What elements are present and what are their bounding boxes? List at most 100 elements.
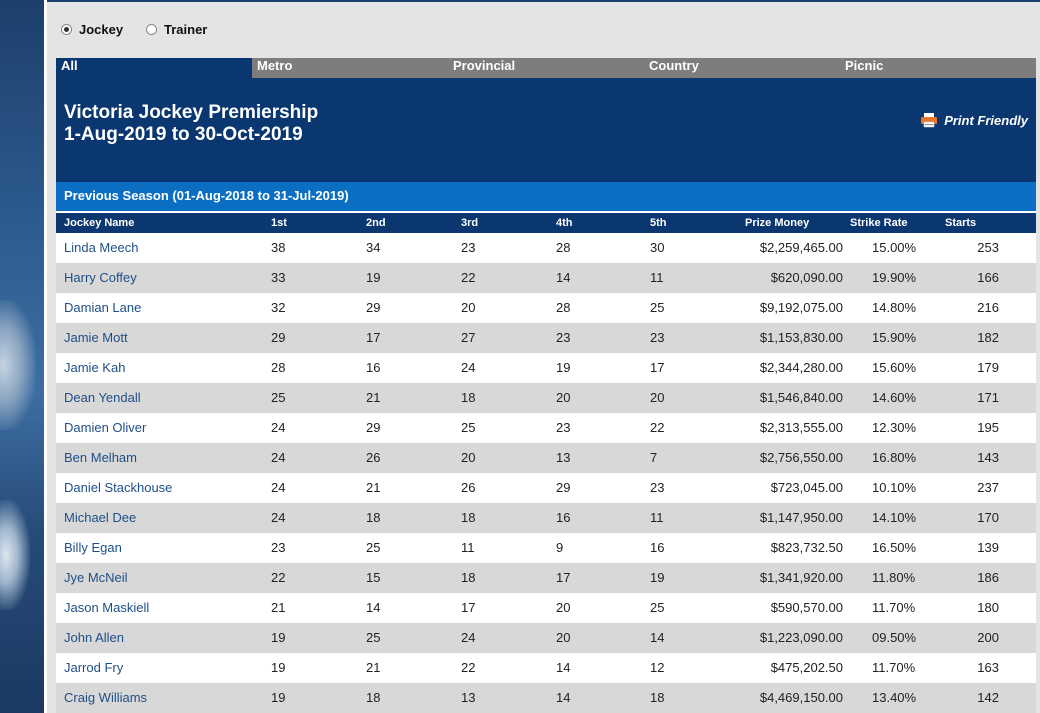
cell-strike-rate: 12.30%: [872, 420, 917, 435]
cell-5th: 25: [650, 600, 665, 615]
tab-picnic[interactable]: Picnic: [840, 58, 1036, 78]
cell-4th: 9: [556, 540, 564, 555]
cell-3rd: 20: [461, 450, 476, 465]
cell-prize-money: $823,732.50: [770, 540, 843, 555]
col-5th[interactable]: 5th: [650, 217, 667, 229]
col-strike-rate[interactable]: Strike Rate: [850, 217, 908, 229]
cell-4th: 20: [556, 390, 571, 405]
cell-2nd: 14: [366, 600, 381, 615]
cell-1st: 28: [271, 360, 286, 375]
table-row: John Allen 19 25 24 20 14 $1,223,090.00 09.50% 2…: [56, 623, 1036, 653]
jockey-name-link[interactable]: Jamie Kah: [64, 360, 126, 375]
jockey-name-link[interactable]: Jarrod Fry: [64, 660, 124, 675]
cell-starts: 237: [977, 480, 999, 495]
col-1st[interactable]: 1st: [271, 217, 287, 229]
table-row: Damian Lane 32 29 20 28 25 $9,192,075.00 14.80%…: [56, 293, 1036, 323]
jockey-name-link[interactable]: Harry Coffey: [64, 270, 137, 285]
cell-1st: 38: [271, 240, 286, 255]
horse-silhouette: [0, 500, 30, 610]
cell-prize-money: $2,756,550.00: [759, 450, 843, 465]
cell-prize-money: $9,192,075.00: [759, 300, 843, 315]
cell-2nd: 34: [366, 240, 381, 255]
cell-2nd: 21: [366, 390, 381, 405]
cell-2nd: 25: [366, 540, 381, 555]
jockey-name-link[interactable]: Daniel Stackhouse: [64, 480, 173, 495]
col-prize-money[interactable]: Prize Money: [745, 217, 810, 229]
radio-selected-icon[interactable]: [61, 24, 72, 35]
tab-all[interactable]: All: [56, 58, 252, 78]
jockey-name-link[interactable]: Ben Melham: [64, 450, 137, 465]
cell-1st: 23: [271, 540, 286, 555]
trainer-radio[interactable]: Trainer: [146, 22, 207, 37]
table-row: Daniel Stackhouse 24 21 26 29 23 $723,045.00 10…: [56, 473, 1036, 503]
cell-strike-rate: 11.70%: [872, 660, 916, 675]
cell-prize-money: $723,045.00: [770, 480, 843, 495]
cell-1st: 24: [271, 420, 286, 435]
cell-4th: 23: [556, 420, 571, 435]
col-2nd[interactable]: 2nd: [366, 217, 386, 229]
cell-starts: 195: [977, 420, 999, 435]
jockey-name-link[interactable]: Dean Yendall: [64, 390, 141, 405]
cell-prize-money: $590,570.00: [770, 600, 843, 615]
col-4th[interactable]: 4th: [556, 217, 573, 229]
table-row: Harry Coffey 33 19 22 14 11 $620,090.00 19.90% 1…: [56, 263, 1036, 293]
jockey-name-link[interactable]: Craig Williams: [64, 690, 148, 705]
table-row: Jye McNeil 22 15 18 17 19 $1,341,920.00 11.80% 1…: [56, 563, 1036, 593]
cell-starts: 182: [977, 330, 999, 345]
cell-5th: 22: [650, 420, 665, 435]
cell-3rd: 18: [461, 510, 476, 525]
table-row: Jamie Kah 28 16 24 19 17 $2,344,280.00 15.60% 17…: [56, 353, 1036, 383]
cell-5th: 23: [650, 480, 665, 495]
cell-2nd: 19: [366, 270, 381, 285]
cell-starts: 216: [977, 300, 999, 315]
cell-1st: 24: [271, 510, 286, 525]
cell-strike-rate: 19.90%: [872, 270, 917, 285]
tab-metro[interactable]: Metro: [252, 58, 448, 78]
table-row: Jamie Mott 29 17 27 23 23 $1,153,830.00 15.90% 1…: [56, 323, 1036, 353]
cell-4th: 29: [556, 480, 571, 495]
cell-5th: 12: [650, 660, 665, 675]
cell-prize-money: $1,147,950.00: [759, 510, 843, 525]
cell-prize-money: $1,341,920.00: [759, 570, 843, 585]
col-starts[interactable]: Starts: [945, 217, 977, 229]
cell-starts: 143: [977, 450, 999, 465]
jockey-radio[interactable]: Jockey: [61, 22, 123, 37]
cell-3rd: 23: [461, 240, 476, 255]
previous-season-link[interactable]: Previous Season (01-Aug-2018 to 31-Jul-2…: [56, 182, 1036, 211]
cell-3rd: 13: [461, 690, 476, 705]
cell-2nd: 29: [366, 300, 381, 315]
jockey-name-link[interactable]: John Allen: [64, 630, 124, 645]
cell-2nd: 21: [366, 660, 381, 675]
jockey-name-link[interactable]: Jye McNeil: [64, 570, 128, 585]
radio-unselected-icon[interactable]: [146, 24, 157, 35]
cell-prize-money: $475,202.50: [770, 660, 843, 675]
jockey-name-link[interactable]: Jason Maskiell: [64, 600, 150, 615]
cell-3rd: 20: [461, 300, 476, 315]
col-jockey-name[interactable]: Jockey Name: [64, 217, 135, 229]
jockey-name-link[interactable]: Linda Meech: [64, 240, 139, 255]
cell-strike-rate: 15.60%: [872, 360, 917, 375]
cell-1st: 24: [271, 450, 286, 465]
table-body: Linda Meech 38 34 23 28 30 $2,259,465.00 15.00%…: [56, 233, 1036, 713]
cell-2nd: 29: [366, 420, 381, 435]
region-tabs: All Metro Provincial Country Picnic: [56, 58, 1036, 78]
jockey-name-link[interactable]: Jamie Mott: [64, 330, 128, 345]
cell-1st: 21: [271, 600, 286, 615]
jockey-name-link[interactable]: Michael Dee: [64, 510, 137, 525]
cell-2nd: 26: [366, 450, 381, 465]
col-3rd[interactable]: 3rd: [461, 217, 479, 229]
print-friendly-link[interactable]: Print Friendly: [920, 112, 1028, 128]
cell-5th: 11: [650, 270, 664, 285]
jockey-name-link[interactable]: Damien Oliver: [64, 420, 147, 435]
cell-3rd: 22: [461, 270, 476, 285]
jockey-name-link[interactable]: Billy Egan: [64, 540, 122, 555]
cell-2nd: 18: [366, 690, 381, 705]
trainer-radio-label: Trainer: [164, 22, 208, 37]
tab-provincial[interactable]: Provincial: [448, 58, 644, 78]
cell-1st: 19: [271, 660, 286, 675]
tab-country[interactable]: Country: [644, 58, 840, 78]
jockey-name-link[interactable]: Damian Lane: [64, 300, 142, 315]
cell-strike-rate: 09.50%: [872, 630, 917, 645]
cell-starts: 180: [977, 600, 999, 615]
printer-icon: [921, 113, 938, 128]
